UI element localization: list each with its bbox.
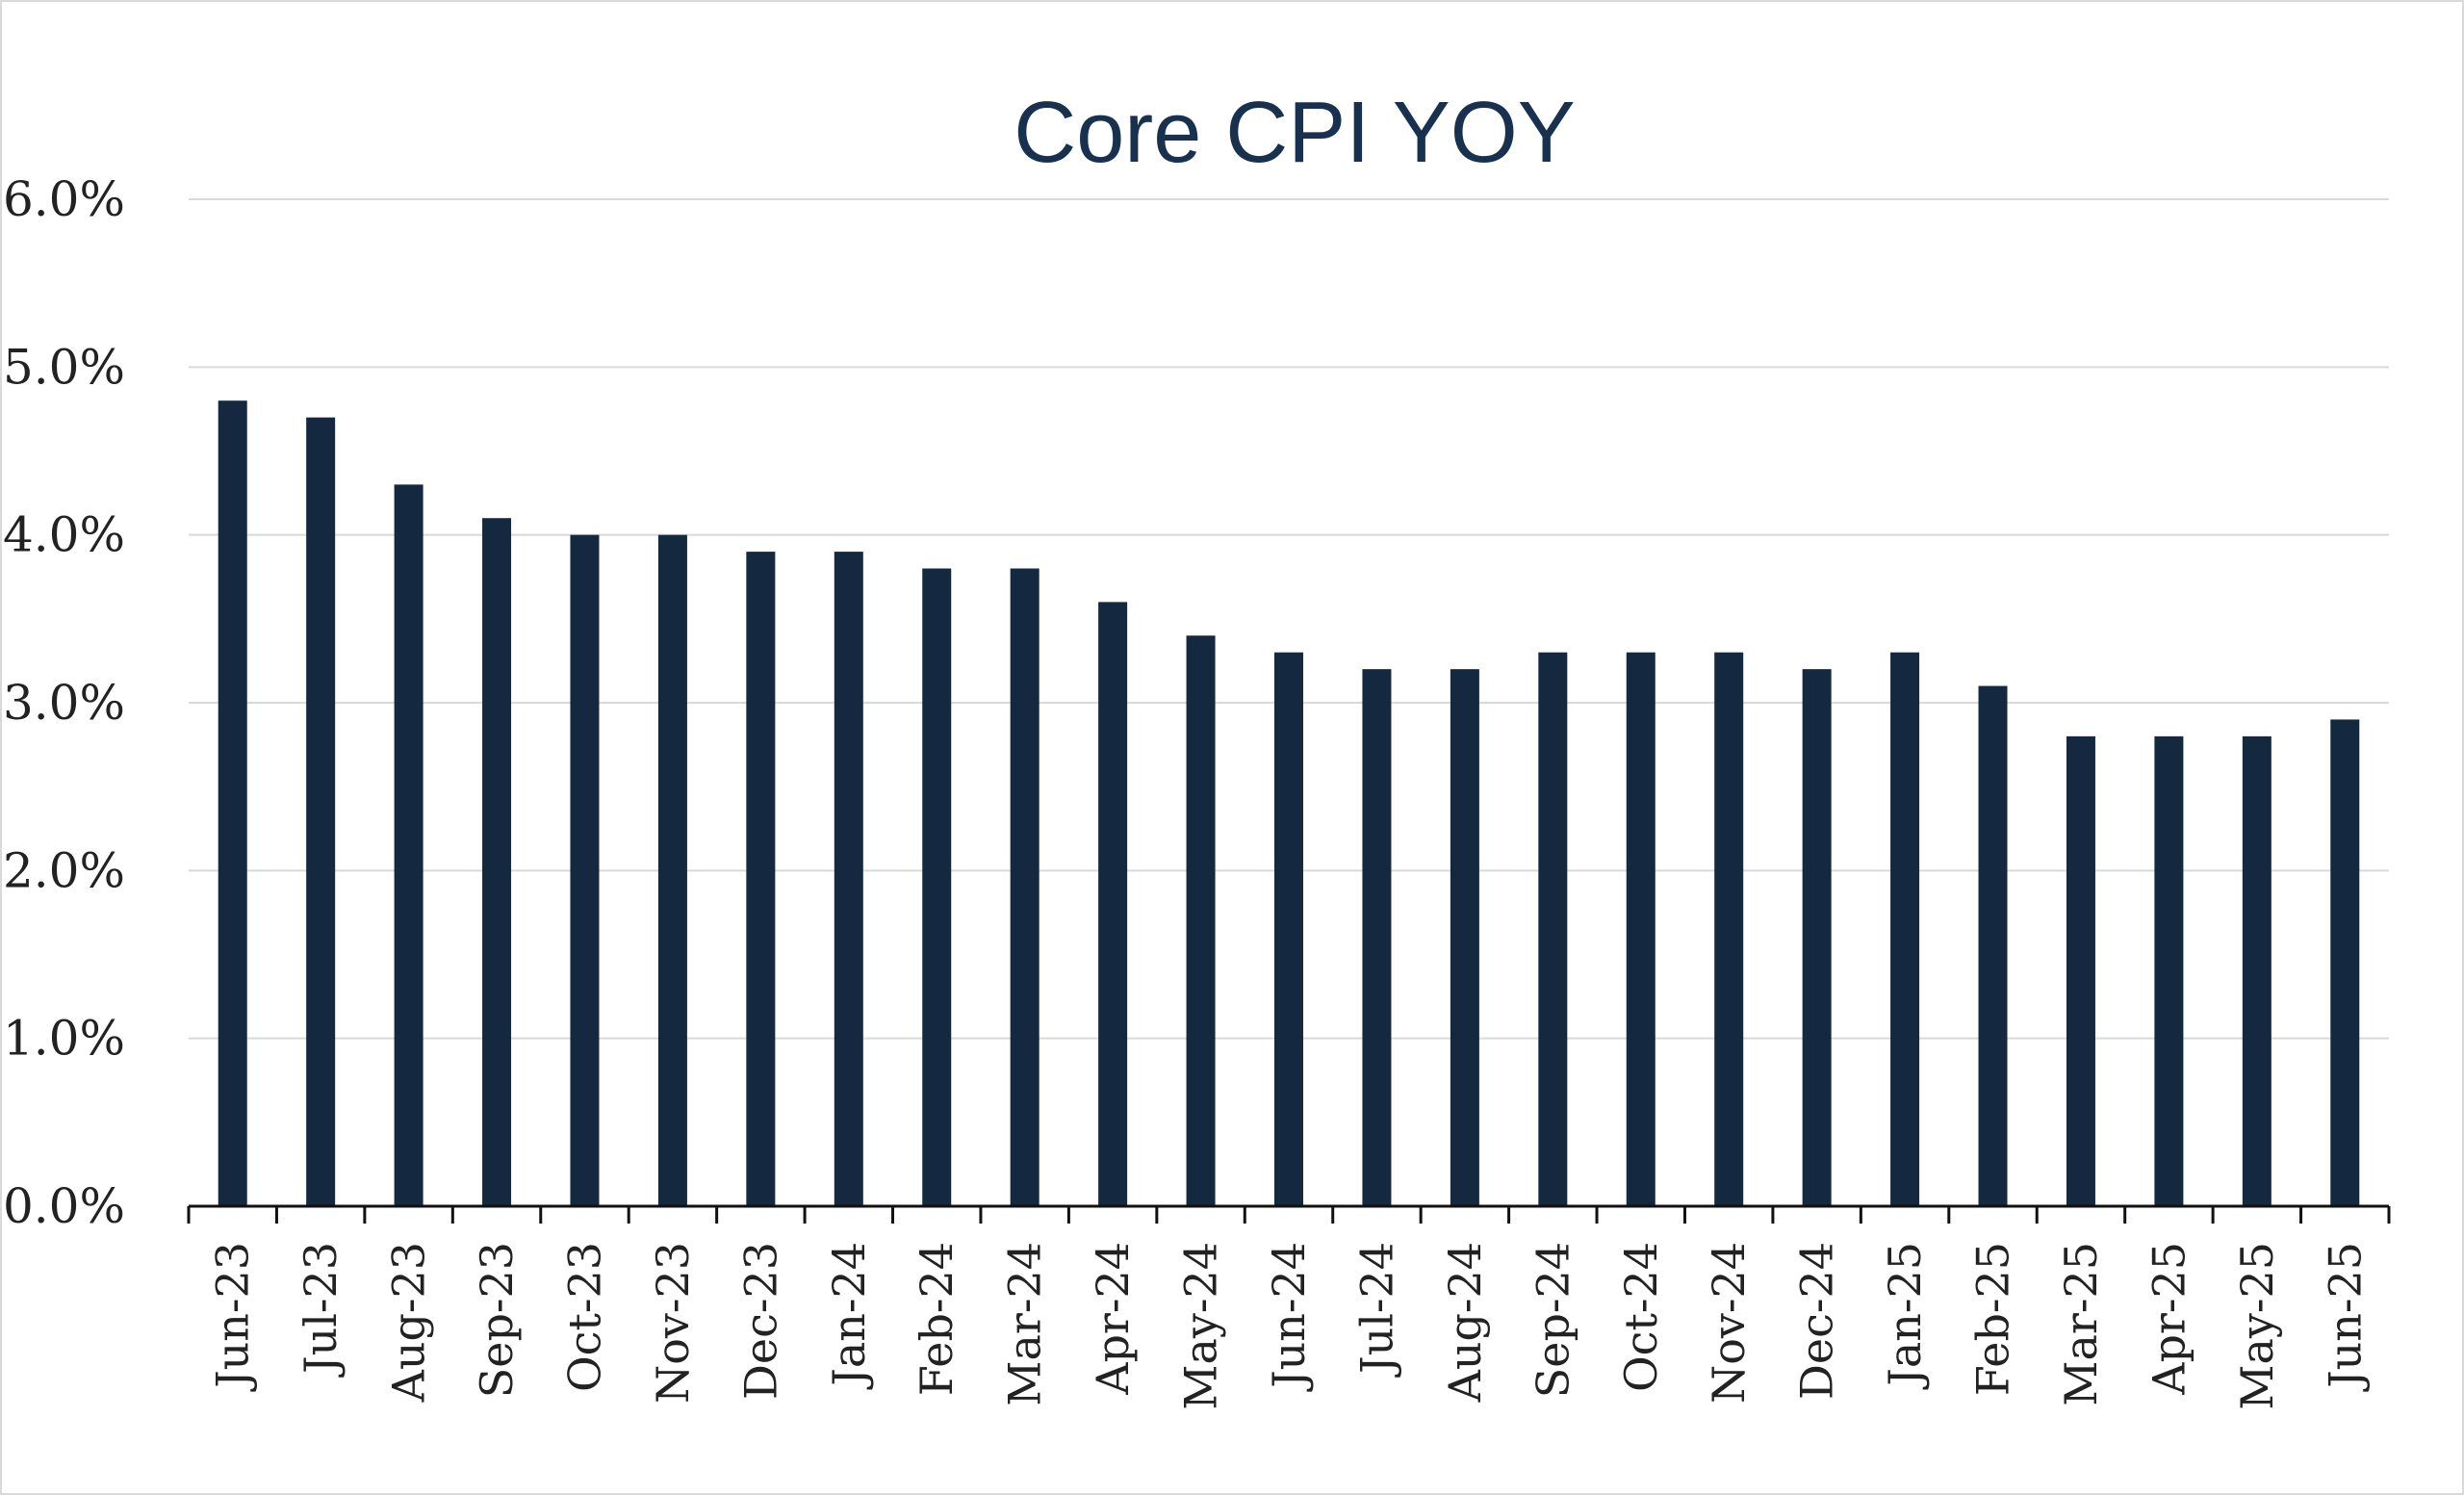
bar — [2330, 719, 2360, 1206]
y-tick-label: 0.0% — [3, 1178, 125, 1234]
bar — [218, 400, 247, 1206]
y-tick-label: 2.0% — [3, 842, 125, 898]
bar — [1978, 685, 2008, 1206]
x-tick-label: Sep-23 — [471, 1242, 523, 1398]
bar — [1714, 652, 1744, 1206]
bar — [746, 552, 776, 1206]
x-tick-label: Jun-23 — [207, 1242, 259, 1392]
chart-title: Core CPI YOY — [1014, 85, 1576, 181]
bars — [218, 400, 2360, 1207]
x-tick-label: Jul-23 — [295, 1242, 346, 1378]
bar — [834, 552, 863, 1206]
bar — [1538, 652, 1568, 1206]
bar — [1098, 602, 1128, 1206]
x-tick-label: Jul-24 — [1350, 1242, 1402, 1378]
x-tick-label: Apr-24 — [1087, 1242, 1139, 1396]
x-tick-label: Jun-25 — [2319, 1242, 2371, 1392]
bar — [570, 534, 600, 1206]
y-axis-ticks: 0.0% 1.0% 2.0% 3.0% 4.0% 5.0% 6.0% — [3, 171, 125, 1234]
x-tick-label: Oct-23 — [558, 1242, 610, 1392]
bar — [1890, 652, 1920, 1206]
bar — [394, 484, 424, 1206]
x-tick-label: Dec-24 — [1791, 1242, 1843, 1400]
bar — [1186, 635, 1216, 1206]
bar — [2066, 735, 2095, 1206]
y-tick-label: 6.0% — [3, 171, 125, 227]
y-tick-label: 1.0% — [3, 1011, 125, 1067]
bar — [1802, 669, 1832, 1206]
x-tick-label: Mar-24 — [999, 1242, 1051, 1406]
bar — [2242, 735, 2272, 1206]
bar — [1450, 669, 1479, 1206]
x-tick-label: Oct-24 — [1615, 1242, 1667, 1392]
x-tick-label: Feb-24 — [911, 1242, 962, 1396]
gridlines — [189, 198, 2389, 1040]
x-tick-label: Aug-23 — [383, 1242, 435, 1403]
bar — [922, 568, 952, 1206]
x-tick-label: Apr-25 — [2143, 1242, 2194, 1396]
x-tick-label: Feb-25 — [1967, 1242, 2019, 1396]
x-tick-label: Jan-24 — [823, 1242, 875, 1390]
y-tick-label: 4.0% — [3, 507, 125, 563]
bar — [306, 417, 336, 1207]
bar — [2154, 735, 2184, 1206]
x-tick-label: Dec-23 — [734, 1242, 786, 1400]
bar — [1274, 652, 1303, 1206]
bar — [1010, 568, 1040, 1206]
bar — [482, 518, 512, 1206]
y-tick-label: 3.0% — [3, 675, 125, 731]
x-axis-ticks: Jun-23 Jul-23 Aug-23 Sep-23 Oct-23 Nov-23 Dec-… — [207, 1242, 2372, 1410]
x-tick-label: Mar-25 — [2055, 1242, 2107, 1406]
bar — [1362, 669, 1392, 1206]
x-tick-label: Sep-24 — [1527, 1242, 1578, 1398]
x-tick-label: Nov-23 — [647, 1242, 699, 1404]
bar — [657, 534, 687, 1206]
bar — [1626, 652, 1656, 1206]
y-tick-label: 5.0% — [3, 339, 125, 395]
x-tick-label: May-24 — [1175, 1242, 1227, 1410]
x-axis — [187, 1204, 2391, 1224]
x-tick-label: Jan-25 — [1879, 1242, 1931, 1390]
x-tick-label: Nov-24 — [1703, 1242, 1755, 1404]
x-tick-label: Jun-24 — [1263, 1242, 1315, 1392]
x-tick-label: Aug-24 — [1439, 1242, 1491, 1403]
x-tick-label: May-25 — [2231, 1242, 2283, 1410]
